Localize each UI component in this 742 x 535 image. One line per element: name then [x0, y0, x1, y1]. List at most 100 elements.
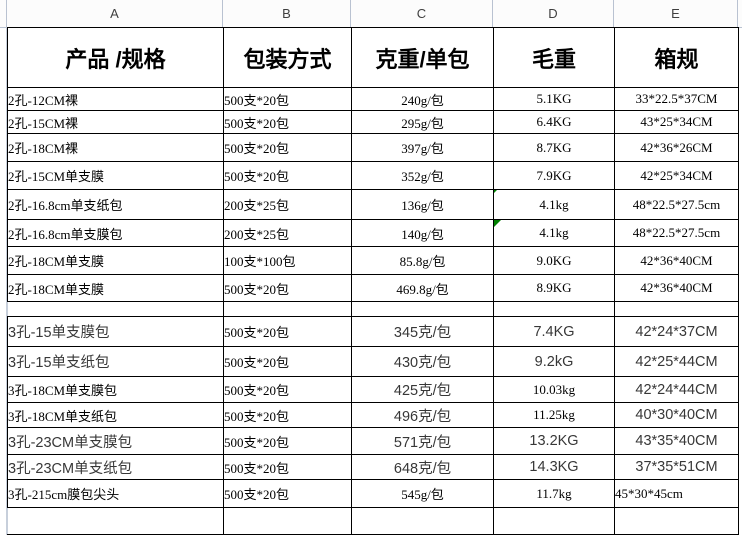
cell-a5[interactable]: 2孔-16.8cm单支纸包 [7, 189, 224, 220]
cell-e2[interactable]: 43*25*34CM [614, 110, 739, 134]
cell-a17[interactable] [7, 507, 224, 535]
column-letter-A[interactable]: A [7, 0, 223, 27]
cell-e11[interactable]: 42*25*44CM [614, 346, 739, 377]
cell-d1[interactable]: 5.1KG [493, 87, 615, 111]
header-cell-packaging[interactable]: 包装方式 [223, 27, 352, 88]
cell-e3[interactable]: 42*36*26CM [614, 133, 739, 162]
header-cell-weight-per-pack[interactable]: 克重/单包 [351, 27, 494, 88]
cell-b8[interactable]: 500支*20包 [223, 274, 352, 302]
cell-c14[interactable]: 571克/包 [351, 427, 494, 455]
cell-c11[interactable]: 430克/包 [351, 346, 494, 377]
cell-b12[interactable]: 500支*20包 [223, 376, 352, 403]
column-letter-D[interactable]: D [493, 0, 614, 27]
cell-c13[interactable]: 496克/包 [351, 402, 494, 428]
cell-e16[interactable]: 45*30*45cm [614, 479, 739, 508]
cell-b3[interactable]: 500支*20包 [223, 133, 352, 162]
cell-d13[interactable]: 11.25kg [493, 402, 615, 428]
cell-e5[interactable]: 48*22.5*27.5cm [614, 189, 739, 220]
cell-a11[interactable]: 3孔-15单支纸包 [7, 346, 224, 377]
cell-d17[interactable] [493, 507, 615, 535]
column-letter-C[interactable]: C [351, 0, 493, 27]
cell-a7[interactable]: 2孔-18CM单支膜 [7, 246, 224, 275]
cell-e12[interactable]: 42*24*44CM [614, 376, 739, 403]
cell-a13[interactable]: 3孔-18CM单支纸包 [7, 402, 224, 428]
cell-a16[interactable]: 3孔-215cm膜包尖头 [7, 479, 224, 508]
cell-c8[interactable]: 469.8g/包 [351, 274, 494, 302]
cell-a14[interactable]: 3孔-23CM单支膜包 [7, 427, 224, 455]
cell-c2[interactable]: 295g/包 [351, 110, 494, 134]
cell-a2[interactable]: 2孔-15CM裸 [7, 110, 224, 134]
cell-b2[interactable]: 500支*20包 [223, 110, 352, 134]
cell-e1[interactable]: 33*22.5*37CM [614, 87, 739, 111]
cell-e9[interactable] [614, 301, 739, 317]
cell-d3[interactable]: 8.7KG [493, 133, 615, 162]
cell-d7[interactable]: 9.0KG [493, 246, 615, 275]
column-letter-E[interactable]: E [614, 0, 738, 27]
cell-b9[interactable] [223, 301, 352, 317]
cell-b16[interactable]: 500支*20包 [223, 479, 352, 508]
cell-a10[interactable]: 3孔-15单支膜包 [7, 316, 224, 347]
cell-c4[interactable]: 352g/包 [351, 161, 494, 190]
cell-d8[interactable]: 8.9KG [493, 274, 615, 302]
cell-e13[interactable]: 40*30*40CM [614, 402, 739, 428]
cell-e4[interactable]: 42*25*34CM [614, 161, 739, 190]
cell-c3[interactable]: 397g/包 [351, 133, 494, 162]
cell-a1[interactable]: 2孔-12CM裸 [7, 87, 224, 111]
cell-c1[interactable]: 240g/包 [351, 87, 494, 111]
cell-b5[interactable]: 200支*25包 [223, 189, 352, 220]
cell-d15[interactable]: 14.3KG [493, 454, 615, 480]
cell-b6[interactable]: 200支*25包 [223, 219, 352, 247]
cell-e17[interactable] [614, 507, 739, 535]
cell-b15[interactable]: 500支*20包 [223, 454, 352, 480]
cell-a12[interactable]: 3孔-18CM单支膜包 [7, 376, 224, 403]
column-letter-B[interactable]: B [223, 0, 351, 27]
cell-c7[interactable]: 85.8g/包 [351, 246, 494, 275]
cell-d16[interactable]: 11.7kg [493, 479, 615, 508]
header-cell-gross-weight[interactable]: 毛重 [493, 27, 615, 88]
cell-a15[interactable]: 3孔-23CM单支纸包 [7, 454, 224, 480]
header-cell-product[interactable]: 产品 /规格 [7, 27, 224, 88]
cell-b10[interactable]: 500支*20包 [223, 316, 352, 347]
cell-e6[interactable]: 48*22.5*27.5cm [614, 219, 739, 247]
cell-e7[interactable]: 42*36*40CM [614, 246, 739, 275]
gutter-gridline [6, 27, 7, 535]
cell-e8[interactable]: 42*36*40CM [614, 274, 739, 302]
cell-b11[interactable]: 500支*20包 [223, 346, 352, 377]
table-row: 3孔-23CM单支膜包 500支*20包 571克/包 13.2KG 43*35*40C… [7, 427, 739, 455]
cell-d12[interactable]: 10.03kg [493, 376, 615, 403]
cell-d11[interactable]: 9.2kG [493, 346, 615, 377]
cell-b4[interactable]: 500支*20包 [223, 161, 352, 190]
cell-c5[interactable]: 136g/包 [351, 189, 494, 220]
cell-c10[interactable]: 345克/包 [351, 316, 494, 347]
cell-b13[interactable]: 500支*20包 [223, 402, 352, 428]
cell-d4[interactable]: 7.9KG [493, 161, 615, 190]
cell-d9[interactable] [493, 301, 615, 317]
cell-c9[interactable] [351, 301, 494, 317]
cell-c6[interactable]: 140g/包 [351, 219, 494, 247]
table-row [7, 301, 739, 317]
cell-c17[interactable] [351, 507, 494, 535]
cell-a6[interactable]: 2孔-16.8cm单支膜包 [7, 219, 224, 247]
cell-e10[interactable]: 42*24*37CM [614, 316, 739, 347]
cell-c15[interactable]: 648克/包 [351, 454, 494, 480]
cell-a4[interactable]: 2孔-15CM单支膜 [7, 161, 224, 190]
cell-c16[interactable]: 545g/包 [351, 479, 494, 508]
cell-b17[interactable] [223, 507, 352, 535]
cell-d5[interactable]: 4.1kg [493, 189, 615, 220]
cell-e14[interactable]: 43*35*40CM [614, 427, 739, 455]
header-cell-carton-spec[interactable]: 箱规 [614, 27, 739, 88]
cell-a9[interactable] [7, 301, 224, 317]
cell-d6[interactable]: 4.1kg [493, 219, 615, 247]
cell-e15[interactable]: 37*35*51CM [614, 454, 739, 480]
table-row: 2孔-18CM裸 500支*20包 397g/包 8.7KG 42*36*26CM [7, 133, 739, 162]
cell-b1[interactable]: 500支*20包 [223, 87, 352, 111]
cell-a3[interactable]: 2孔-18CM裸 [7, 133, 224, 162]
cell-d2[interactable]: 6.4KG [493, 110, 615, 134]
cell-c12[interactable]: 425克/包 [351, 376, 494, 403]
cell-b14[interactable]: 500支*20包 [223, 427, 352, 455]
cell-d14[interactable]: 13.2KG [493, 427, 615, 455]
cell-b7[interactable]: 100支*100包 [223, 246, 352, 275]
cell-a8[interactable]: 2孔-18CM单支膜 [7, 274, 224, 302]
table-row: 2孔-16.8cm单支膜包 200支*25包 140g/包 4.1kg 48*22.5*… [7, 219, 739, 247]
cell-d10[interactable]: 7.4KG [493, 316, 615, 347]
